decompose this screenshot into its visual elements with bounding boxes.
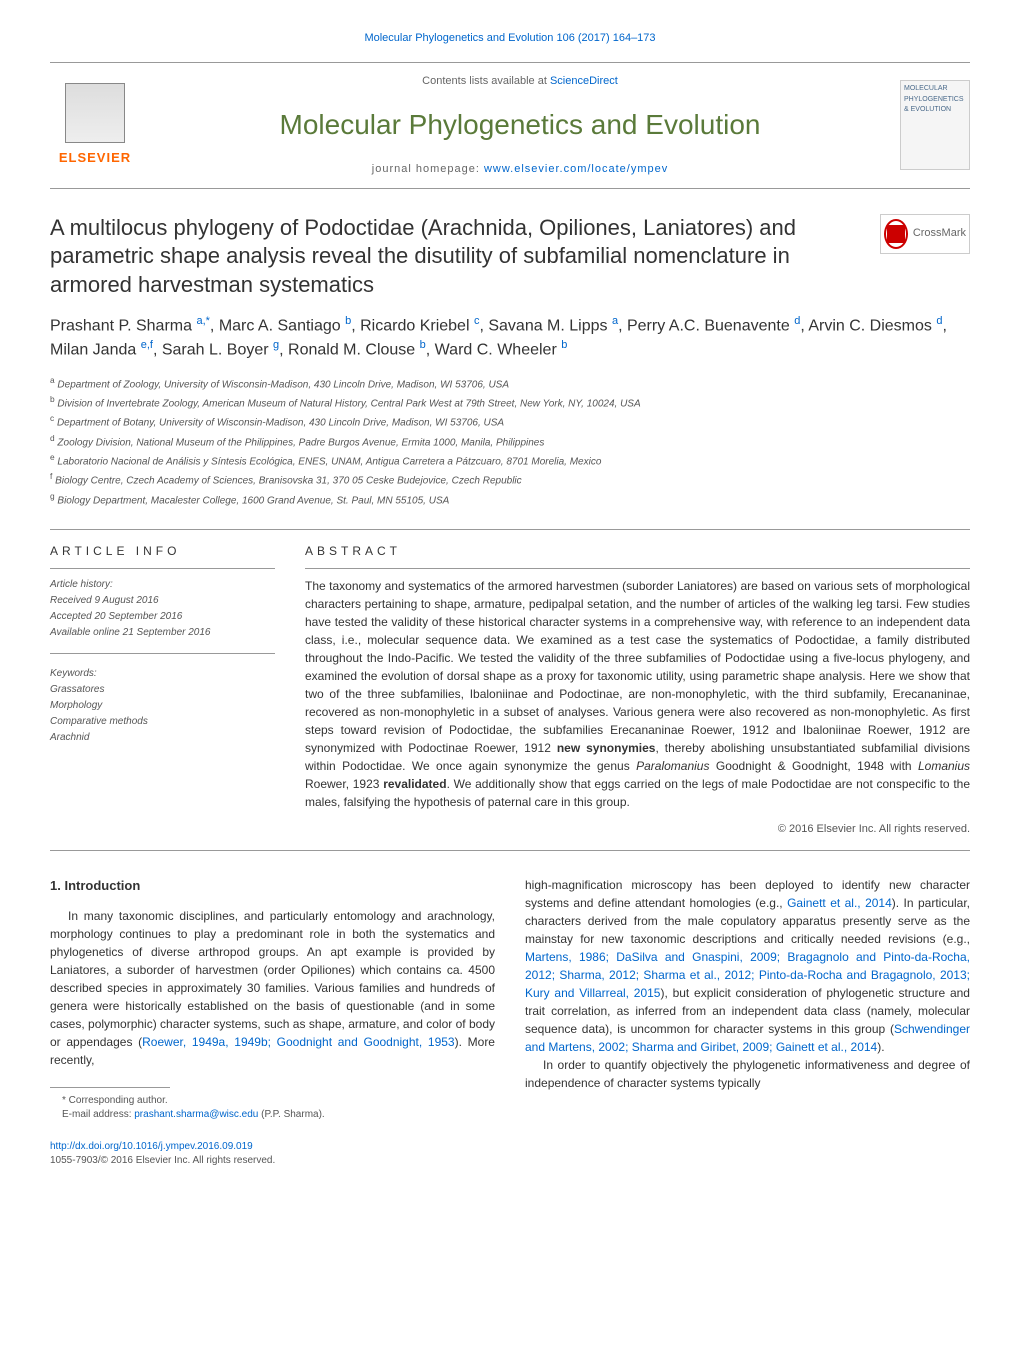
article-info: ARTICLE INFO Article history: Received 9… xyxy=(50,530,290,850)
doi-link[interactable]: http://dx.doi.org/10.1016/j.ympev.2016.0… xyxy=(50,1141,253,1152)
homepage-prefix: journal homepage: xyxy=(372,163,484,175)
body-left-column: 1. Introduction In many taxonomic discip… xyxy=(50,876,495,1169)
contents-prefix: Contents lists available at xyxy=(422,75,550,87)
citation-link[interactable]: Molecular Phylogenetics and Evolution 10… xyxy=(364,32,655,44)
contents-line: Contents lists available at ScienceDirec… xyxy=(140,73,900,90)
affiliation-line: g Biology Department, Macalester College… xyxy=(50,490,970,509)
copyright: © 2016 Elsevier Inc. All rights reserved… xyxy=(305,821,970,838)
online-date: Available online 21 September 2016 xyxy=(50,625,275,641)
publisher-logo: ELSEVIER xyxy=(50,83,140,168)
authors: Prashant P. Sharma a,*, Marc A. Santiago… xyxy=(50,314,970,361)
article-title: A multilocus phylogeny of Podoctidae (Ar… xyxy=(50,214,865,300)
journal-title: Molecular Phylogenetics and Evolution xyxy=(140,104,900,146)
email-footnote: E-mail address: prashant.sharma@wisc.edu… xyxy=(50,1108,495,1122)
affiliation-line: f Biology Centre, Czech Academy of Scien… xyxy=(50,470,970,489)
affiliation-line: e Laboratorio Nacional de Análisis y Sín… xyxy=(50,451,970,470)
crossmark-icon xyxy=(884,219,908,249)
intro-para-left: In many taxonomic disciplines, and parti… xyxy=(50,907,495,1069)
publisher-name: ELSEVIER xyxy=(50,148,140,168)
keywords-label: Keywords: xyxy=(50,666,275,682)
footer-info: http://dx.doi.org/10.1016/j.ympev.2016.0… xyxy=(50,1140,495,1168)
info-divider xyxy=(50,653,275,654)
article-info-label: ARTICLE INFO xyxy=(50,542,275,569)
keyword: Morphology xyxy=(50,698,275,714)
citation-header: Molecular Phylogenetics and Evolution 10… xyxy=(50,30,970,47)
keyword: Comparative methods xyxy=(50,714,275,730)
keyword: Grassatores xyxy=(50,682,275,698)
received-date: Received 9 August 2016 xyxy=(50,593,275,609)
journal-homepage: journal homepage: www.elsevier.com/locat… xyxy=(140,161,900,178)
affiliation-line: a Department of Zoology, University of W… xyxy=(50,374,970,393)
abstract-label: ABSTRACT xyxy=(305,542,970,569)
journal-header: ELSEVIER Contents lists available at Sci… xyxy=(50,62,970,189)
info-abstract-row: ARTICLE INFO Article history: Received 9… xyxy=(50,529,970,851)
elsevier-tree-icon xyxy=(65,83,125,143)
footnote-divider xyxy=(50,1087,170,1088)
affiliation-line: c Department of Botany, University of Wi… xyxy=(50,412,970,431)
corresponding-footnote: * Corresponding author. xyxy=(50,1094,495,1108)
body-columns: 1. Introduction In many taxonomic discip… xyxy=(50,876,970,1169)
homepage-link[interactable]: www.elsevier.com/locate/ympev xyxy=(484,163,668,175)
title-row: A multilocus phylogeny of Podoctidae (Ar… xyxy=(50,214,970,300)
abstract-column: ABSTRACT The taxonomy and systematics of… xyxy=(290,530,970,850)
article-history: Article history: Received 9 August 2016 … xyxy=(50,577,275,641)
journal-center: Contents lists available at ScienceDirec… xyxy=(140,73,900,178)
journal-cover-icon: MOLECULAR PHYLOGENETICS & EVOLUTION xyxy=(900,80,970,170)
keywords-block: Keywords: GrassatoresMorphologyComparati… xyxy=(50,666,275,746)
intro-para-right-2: In order to quantify objectively the phy… xyxy=(525,1056,970,1092)
email-label: E-mail address: xyxy=(62,1109,134,1120)
abstract-text: The taxonomy and systematics of the armo… xyxy=(305,577,970,811)
affiliation-line: d Zoology Division, National Museum of t… xyxy=(50,432,970,451)
sciencedirect-link[interactable]: ScienceDirect xyxy=(550,75,618,87)
issn-line: 1055-7903/© 2016 Elsevier Inc. All right… xyxy=(50,1154,495,1168)
history-label: Article history: xyxy=(50,577,275,593)
crossmark-label: CrossMark xyxy=(913,225,966,242)
affiliations: a Department of Zoology, University of W… xyxy=(50,374,970,509)
affiliation-line: b Division of Invertebrate Zoology, Amer… xyxy=(50,393,970,412)
crossmark-inner-icon xyxy=(887,225,905,243)
email-link[interactable]: prashant.sharma@wisc.edu xyxy=(134,1109,258,1120)
body-right-column: high-magnification microscopy has been d… xyxy=(525,876,970,1169)
keyword: Arachnid xyxy=(50,730,275,746)
crossmark-badge[interactable]: CrossMark xyxy=(880,214,970,254)
intro-para-right: high-magnification microscopy has been d… xyxy=(525,876,970,1056)
accepted-date: Accepted 20 September 2016 xyxy=(50,609,275,625)
email-suffix: (P.P. Sharma). xyxy=(258,1109,324,1120)
intro-heading: 1. Introduction xyxy=(50,876,495,896)
